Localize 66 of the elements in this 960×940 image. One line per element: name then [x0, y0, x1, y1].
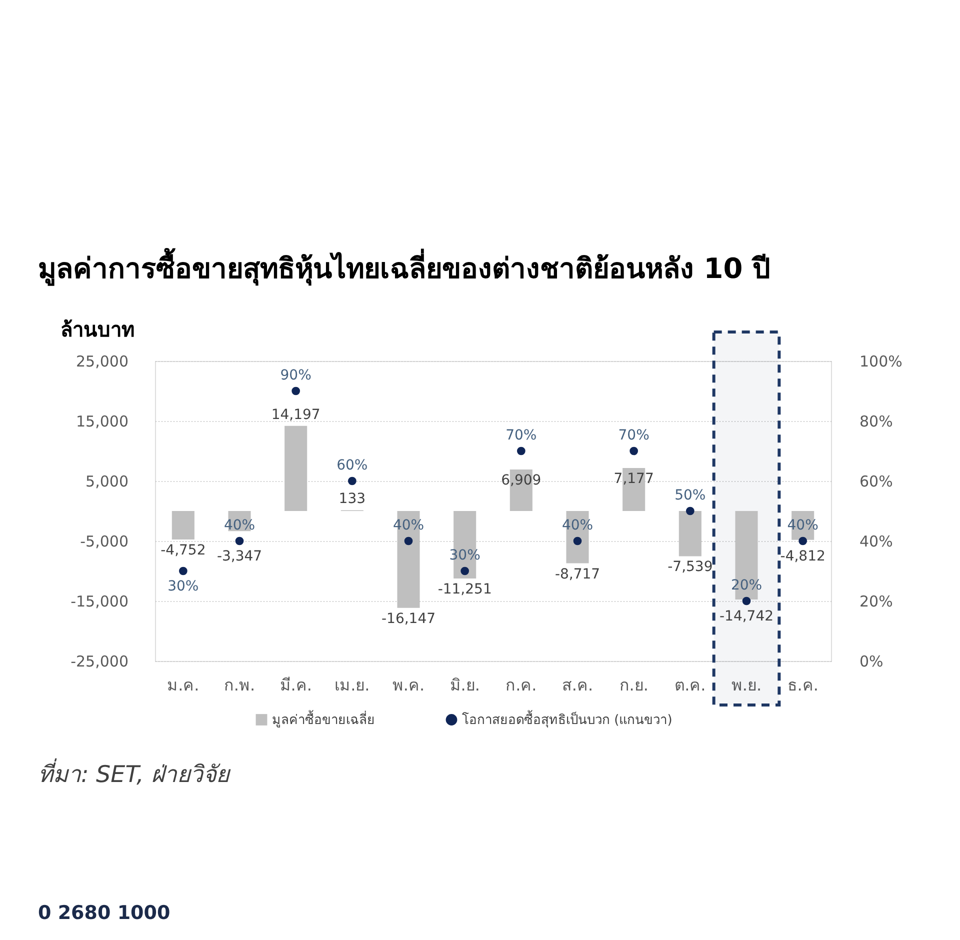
data-label: 40%	[787, 518, 818, 534]
x-tick-label: ก.ย.	[619, 676, 648, 694]
point	[348, 476, 356, 486]
y2-tick-label: 60%	[860, 472, 893, 490]
x-tick-label: ก.พ.	[224, 676, 256, 694]
x-tick-label: ส.ค.	[562, 676, 594, 694]
data-label: -8,717	[554, 566, 600, 582]
data-label: 30%	[168, 578, 199, 594]
data-label: 7,177	[614, 470, 654, 487]
point	[742, 596, 751, 606]
data-label: 70%	[506, 428, 537, 444]
y2-tick-label: 40%	[860, 532, 893, 550]
y-axis-title: ล้านบาท	[60, 318, 134, 342]
data-label: 40%	[562, 518, 594, 534]
point	[404, 536, 413, 546]
x-tick-label: ก.ค.	[506, 676, 537, 694]
data-label: 40%	[392, 518, 424, 534]
y-tick-label: 5,000	[86, 472, 128, 490]
y2-tick-label: 20%	[860, 592, 893, 610]
point	[630, 446, 638, 456]
x-tick-label: มิ.ย.	[450, 676, 480, 694]
y-tick-label: -25,000	[70, 652, 128, 670]
y2-tick-label: 0%	[860, 652, 884, 670]
data-label: 20%	[730, 578, 762, 594]
point	[686, 506, 694, 516]
point	[235, 536, 244, 546]
x-tick-label: ธ.ค.	[787, 676, 818, 694]
point	[798, 536, 808, 546]
data-label: -7,539	[668, 559, 713, 576]
chart-title: มูลค่าการซื้อขายสุทธิหุ้นไทยเฉลี่ยของต่างชาติย้อนหลัง 10 ปี	[38, 247, 770, 286]
data-label: 70%	[618, 428, 650, 444]
data-label: 60%	[336, 458, 368, 474]
y-tick-label: 25,000	[76, 352, 128, 370]
point	[460, 566, 470, 576]
y-tick-label: -5,000	[80, 532, 128, 550]
y2-tick-label: 80%	[860, 412, 893, 430]
data-label: 50%	[674, 488, 706, 504]
x-tick-label: มี.ค.	[280, 676, 312, 694]
point	[178, 566, 188, 576]
y2-tick-label: 100%	[860, 352, 902, 370]
data-label: -14,742	[719, 608, 774, 624]
data-label: -4,752	[160, 542, 206, 559]
data-label: 90%	[280, 368, 312, 384]
data-label: -16,147	[381, 610, 436, 627]
data-label: 6,909	[501, 472, 542, 489]
point	[292, 386, 300, 396]
x-tick-label: ต.ค.	[674, 676, 706, 694]
data-label: -3,347	[216, 548, 262, 564]
x-tick-label: เม.ย.	[334, 676, 370, 694]
data-label: -11,251	[438, 582, 492, 598]
text: ที่มา: SET, ฝ่ายวิจัย	[38, 758, 232, 788]
data-label: 133	[338, 491, 366, 508]
x-tick-label: พ.ค.	[392, 676, 425, 694]
legend-label: มูลค่าซื้อขายเฉลี่ย	[272, 710, 375, 728]
x-tick-label: ม.ค.	[167, 676, 200, 694]
legend-label: โอกาสยอดซื้อสุทธิเป็นบวก (แกนขวา)	[462, 710, 672, 728]
point	[516, 446, 526, 456]
data-label: 14,197	[271, 406, 320, 423]
data-label: 40%	[224, 518, 256, 534]
y-tick-label: -15,000	[70, 592, 128, 610]
point	[573, 536, 582, 546]
text: 0 2680 1000	[38, 902, 170, 924]
data-label: 30%	[449, 548, 480, 564]
y-tick-label: 15,000	[76, 412, 128, 430]
x-tick-label: พ.ย.	[731, 676, 762, 694]
data-label: -4,812	[780, 548, 826, 564]
